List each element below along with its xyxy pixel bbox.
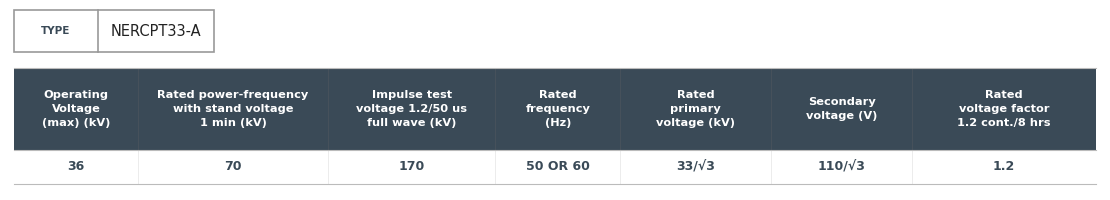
Bar — [14, 10, 214, 52]
Text: Secondary
voltage (V): Secondary voltage (V) — [806, 97, 877, 121]
Text: Impulse test
voltage 1.2/50 us
full wave (kV): Impulse test voltage 1.2/50 us full wave… — [356, 90, 467, 128]
Text: 110/√3: 110/√3 — [818, 160, 866, 173]
Text: NERCPT33-A: NERCPT33-A — [111, 23, 201, 38]
Text: 50 OR 60: 50 OR 60 — [526, 160, 589, 173]
Text: Rated
frequency
(Hz): Rated frequency (Hz) — [525, 90, 591, 128]
Text: 1.2: 1.2 — [993, 160, 1016, 173]
Text: Operating
Voltage
(max) (kV): Operating Voltage (max) (kV) — [42, 90, 110, 128]
Text: Rated power-frequency
with stand voltage
1 min (kV): Rated power-frequency with stand voltage… — [158, 90, 309, 128]
Text: 170: 170 — [398, 160, 425, 173]
Text: TYPE: TYPE — [41, 26, 71, 36]
Bar — [14, 68, 1096, 150]
Text: Rated
voltage factor
1.2 cont./8 hrs: Rated voltage factor 1.2 cont./8 hrs — [957, 90, 1051, 128]
Text: 70: 70 — [224, 160, 242, 173]
Bar — [14, 150, 1096, 184]
Text: Rated
primary
voltage (kV): Rated primary voltage (kV) — [656, 90, 735, 128]
Text: 36: 36 — [68, 160, 84, 173]
Text: 33/√3: 33/√3 — [676, 160, 715, 173]
